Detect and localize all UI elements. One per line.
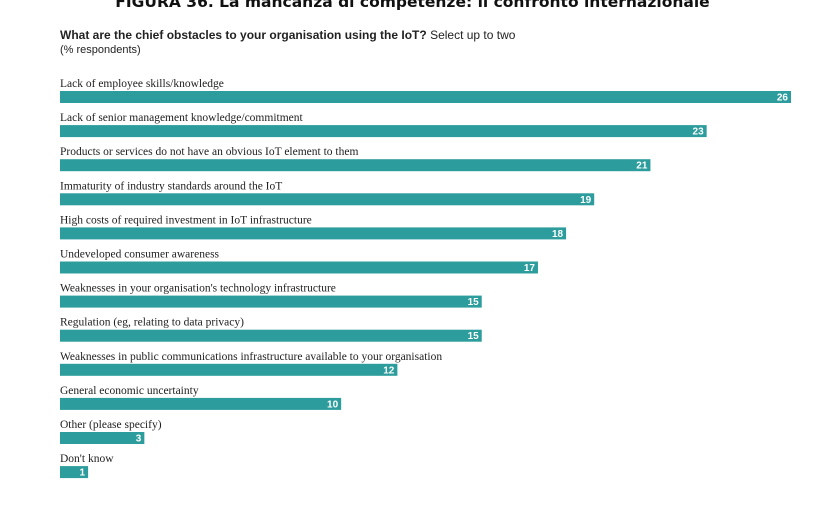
category-label: Weaknesses in public communications infr… <box>60 351 442 363</box>
value-label: 26 <box>777 93 789 104</box>
bar <box>60 432 145 444</box>
bar <box>60 227 567 240</box>
category-label: Products or services do not have an obvi… <box>60 146 358 158</box>
bar <box>60 159 651 172</box>
category-label: Weaknesses in your organisation's techno… <box>60 283 336 295</box>
value-label: 17 <box>524 263 536 274</box>
value-label: 15 <box>468 331 480 342</box>
category-label: Lack of senior management knowledge/comm… <box>60 112 304 124</box>
figure-title: FIGURA 36. La mancanza di competenze: il… <box>115 0 710 11</box>
category-label: Regulation (eg, relating to data privacy… <box>60 317 244 329</box>
value-label: 12 <box>383 365 395 376</box>
chart-subtitle: Select up to two <box>430 28 516 42</box>
value-label: 19 <box>580 195 592 206</box>
chart-question: What are the chief obstacles to your org… <box>60 28 515 42</box>
category-label: Immaturity of industry standards around … <box>60 180 282 192</box>
bar <box>60 295 482 308</box>
bar <box>60 397 342 410</box>
category-label: High costs of required investment in IoT… <box>60 214 312 226</box>
value-label: 21 <box>636 161 648 172</box>
category-label: Lack of employee skills/knowledge <box>60 78 224 90</box>
category-label: General economic uncertainty <box>60 385 199 397</box>
bar <box>60 329 482 342</box>
category-label: Undeveloped consumer awareness <box>60 249 220 261</box>
value-label: 1 <box>80 468 86 479</box>
chart-title: What are the chief obstacles to your org… <box>60 28 427 42</box>
bar <box>60 193 595 206</box>
value-label: 15 <box>468 297 480 308</box>
category-label: Other (please specify) <box>60 419 162 431</box>
value-label: 18 <box>552 229 564 240</box>
bar <box>60 363 398 376</box>
bar <box>60 261 538 274</box>
value-label: 23 <box>693 127 705 138</box>
bar <box>60 125 707 138</box>
category-label: Don't know <box>60 453 114 465</box>
units-label: (% respondents) <box>60 44 141 56</box>
value-label: 10 <box>327 399 339 410</box>
bar <box>60 91 791 103</box>
bar <box>60 466 89 479</box>
value-label: 3 <box>136 434 142 445</box>
